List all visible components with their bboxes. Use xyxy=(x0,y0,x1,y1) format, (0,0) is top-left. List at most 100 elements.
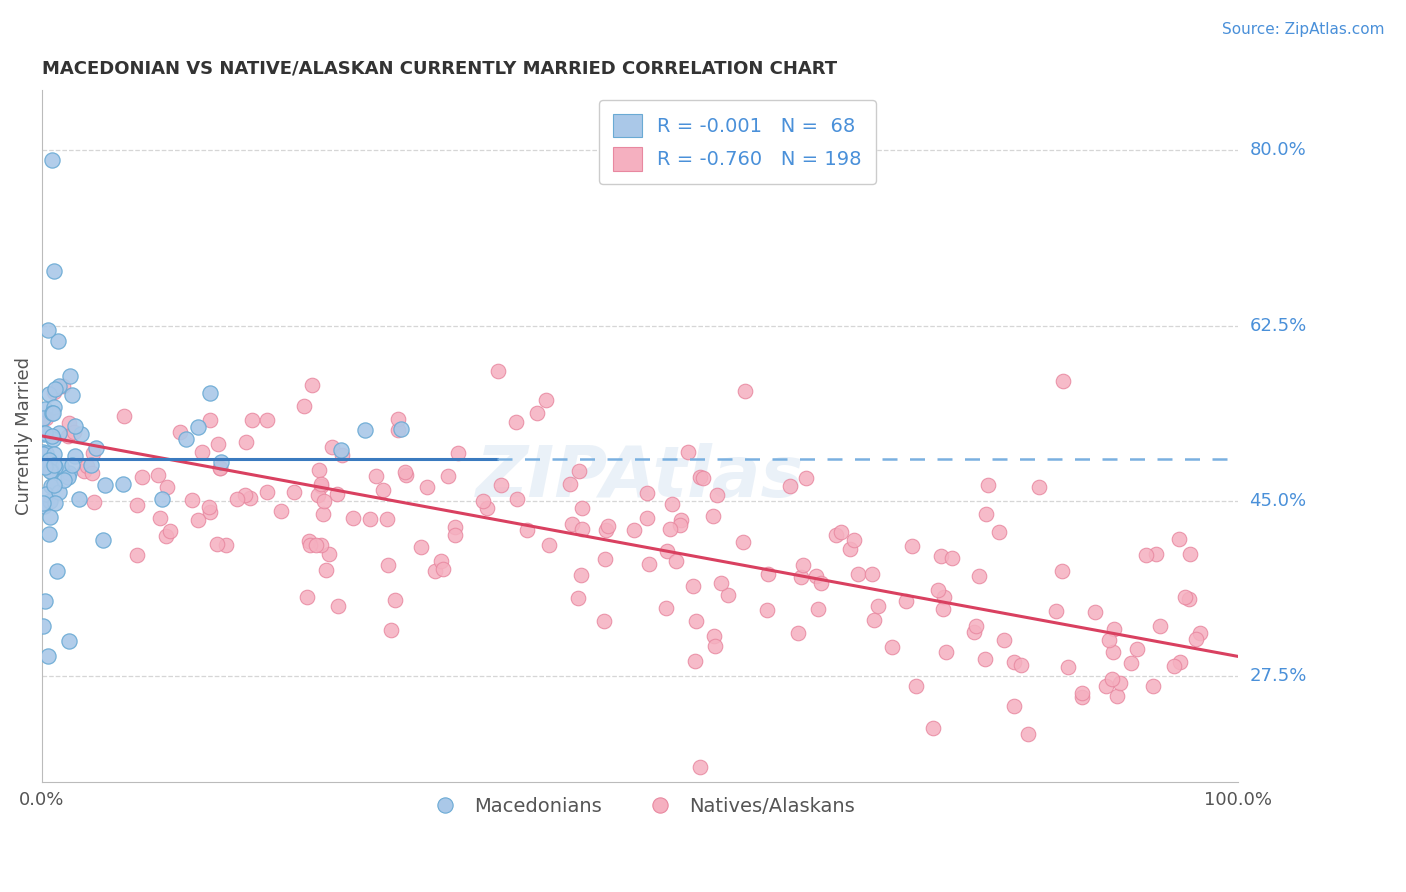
Point xyxy=(207,436,229,450)
Point xyxy=(63,425,86,439)
Point xyxy=(46,564,69,578)
Point xyxy=(1168,533,1191,547)
Point xyxy=(330,448,353,462)
Point xyxy=(571,501,593,516)
Point xyxy=(471,494,494,508)
Point xyxy=(516,524,538,538)
Point xyxy=(41,464,63,478)
Point xyxy=(387,412,409,426)
Point xyxy=(84,441,107,455)
Point xyxy=(636,486,658,500)
Point xyxy=(270,504,292,518)
Point xyxy=(486,364,509,378)
Point xyxy=(838,542,860,557)
Point xyxy=(298,534,321,549)
Point xyxy=(860,566,883,581)
Point xyxy=(209,461,232,475)
Point xyxy=(682,578,704,592)
Point xyxy=(929,549,952,563)
Point xyxy=(283,484,305,499)
Point xyxy=(1057,660,1080,674)
Point xyxy=(967,568,990,582)
Point xyxy=(34,459,56,474)
Point xyxy=(558,476,581,491)
Point xyxy=(477,500,499,515)
Point xyxy=(366,469,388,483)
Point xyxy=(733,535,755,549)
Point xyxy=(42,432,65,446)
Point xyxy=(423,564,446,578)
Point xyxy=(198,500,221,514)
Point xyxy=(169,425,191,439)
Point xyxy=(977,478,1000,492)
Point xyxy=(35,410,58,425)
Point xyxy=(1125,642,1147,657)
Point xyxy=(233,488,256,502)
Point xyxy=(41,406,63,420)
Point xyxy=(42,400,65,414)
Point xyxy=(32,499,55,513)
Point xyxy=(156,480,179,494)
Point xyxy=(689,469,711,483)
Point xyxy=(905,679,928,693)
Point xyxy=(34,487,56,501)
Point xyxy=(70,427,93,442)
Point xyxy=(65,449,87,463)
Point xyxy=(676,444,699,458)
Point xyxy=(354,423,377,437)
Point xyxy=(1189,626,1212,640)
Point xyxy=(38,387,60,401)
Point xyxy=(39,510,62,524)
Point xyxy=(661,497,683,511)
Point xyxy=(51,379,73,393)
Point xyxy=(444,520,467,534)
Point xyxy=(415,480,437,494)
Point xyxy=(35,460,58,475)
Text: ZIPAtlas: ZIPAtlas xyxy=(475,443,804,512)
Point xyxy=(58,416,80,430)
Point xyxy=(1098,632,1121,647)
Point xyxy=(34,594,56,608)
Point xyxy=(125,498,148,512)
Point xyxy=(80,466,103,480)
Point xyxy=(571,522,593,536)
Point xyxy=(256,413,278,427)
Point xyxy=(894,594,917,608)
Point xyxy=(32,447,55,461)
Point xyxy=(932,601,955,615)
Point xyxy=(51,458,73,473)
Point xyxy=(974,507,997,521)
Point xyxy=(359,511,381,525)
Point xyxy=(312,507,335,521)
Point xyxy=(35,446,58,460)
Point xyxy=(315,563,337,577)
Point xyxy=(46,334,69,348)
Point xyxy=(447,446,470,460)
Point xyxy=(48,485,70,500)
Point xyxy=(1028,480,1050,494)
Point xyxy=(1177,591,1199,606)
Point xyxy=(935,645,957,659)
Point xyxy=(1095,679,1118,693)
Point xyxy=(846,566,869,581)
Point xyxy=(191,444,214,458)
Point xyxy=(82,446,104,460)
Point xyxy=(389,422,412,436)
Point xyxy=(308,463,330,477)
Point xyxy=(1052,374,1074,388)
Point xyxy=(380,623,402,637)
Point xyxy=(1178,547,1201,561)
Point xyxy=(131,469,153,483)
Point xyxy=(842,533,865,547)
Point xyxy=(187,513,209,527)
Point xyxy=(863,613,886,627)
Text: MACEDONIAN VS NATIVE/ALASKAN CURRENTLY MARRIED CORRELATION CHART: MACEDONIAN VS NATIVE/ALASKAN CURRENTLY M… xyxy=(42,60,837,78)
Point xyxy=(311,477,333,491)
Point xyxy=(1071,686,1094,700)
Point xyxy=(187,419,209,434)
Point xyxy=(1107,689,1129,703)
Point xyxy=(824,528,846,542)
Point xyxy=(309,538,332,552)
Point xyxy=(796,470,818,484)
Point xyxy=(1102,622,1125,636)
